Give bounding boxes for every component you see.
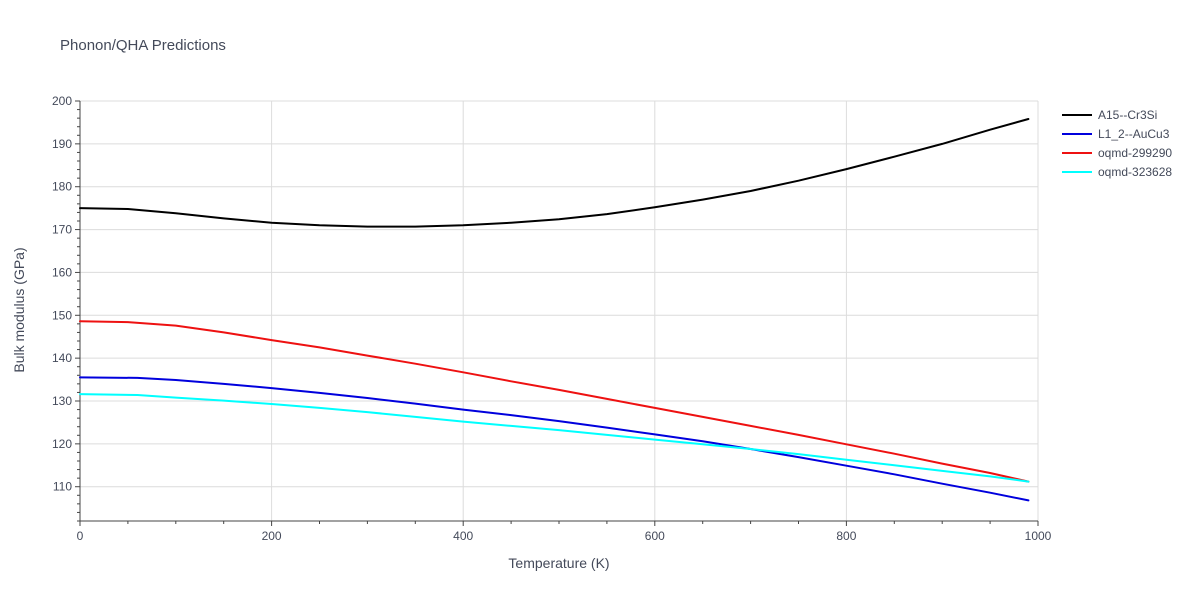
legend-item[interactable]: oqmd-299290 [1062, 146, 1172, 160]
series-line-oqmd-323628[interactable] [79, 393, 1030, 483]
y-tick-label: 190 [52, 137, 72, 151]
y-tick-label: 200 [52, 94, 72, 108]
legend-label: oqmd-299290 [1098, 146, 1172, 160]
y-tick-label: 140 [52, 351, 72, 365]
legend-item[interactable]: A15--Cr3Si [1062, 108, 1157, 122]
y-tick-label: 170 [52, 223, 72, 237]
legend-label: A15--Cr3Si [1098, 108, 1157, 122]
axes: 110 120 130 140 150 160 170 180 190 200 0 200 400 600… [52, 94, 1052, 543]
y-tick-label: 120 [52, 437, 72, 451]
y-axis-title: Bulk modulus (GPa) [11, 247, 27, 372]
chart-title: Phonon/QHA Predictions [60, 37, 226, 54]
series-lines [79, 118, 1030, 502]
y-tick-label: 110 [53, 480, 72, 494]
legend-item[interactable]: L1_2--AuCu3 [1062, 127, 1170, 141]
x-tick-label: 1000 [1025, 529, 1052, 543]
y-tick-label: 180 [52, 180, 72, 194]
x-tick-label: 400 [453, 529, 473, 543]
series-line-L1_2--AuCu3[interactable] [79, 376, 1030, 502]
legend-label: L1_2--AuCu3 [1098, 127, 1170, 141]
x-tick-label: 600 [645, 529, 665, 543]
x-tick-label: 0 [77, 529, 84, 543]
legend[interactable]: A15--Cr3Si L1_2--AuCu3 oqmd-299290 oqmd-323… [1062, 108, 1172, 179]
y-tick-label: 130 [52, 394, 72, 408]
x-axis-title: Temperature (K) [508, 555, 609, 571]
legend-label: oqmd-323628 [1098, 165, 1172, 179]
y-tick-label: 160 [52, 265, 72, 279]
x-tick-label: 200 [262, 529, 282, 543]
series-line-oqmd-299290[interactable] [79, 320, 1030, 483]
gridlines [80, 100, 1039, 521]
y-tick-label: 150 [52, 308, 72, 322]
x-tick-label: 800 [836, 529, 856, 543]
legend-item[interactable]: oqmd-323628 [1062, 165, 1172, 179]
series-line-A15--Cr3Si[interactable] [79, 118, 1030, 228]
